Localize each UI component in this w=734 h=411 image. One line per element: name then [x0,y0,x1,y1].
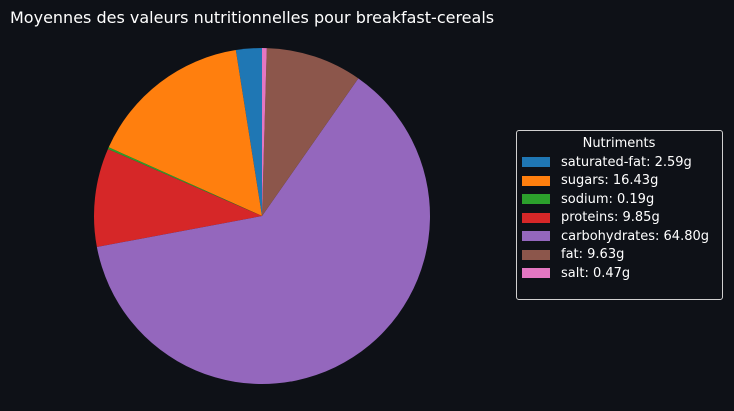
legend-label: sodium: 0.19g [561,191,655,207]
pie-slice-saturated-fat [235,48,262,216]
legend-label: carbohydrates: 64.80g [561,228,710,244]
chart-legend: Nutriments saturated-fat: 2.59g sugars: 1… [516,130,723,300]
legend-swatch [522,194,550,205]
legend-title: Nutriments [582,136,656,151]
legend-items: saturated-fat: 2.59g sugars: 16.43g sodium… [522,153,716,283]
pie-slice-salt [262,48,267,216]
legend-swatch [522,175,550,186]
legend-swatch [522,157,550,168]
legend-label: proteins: 9.85g [561,210,660,226]
legend-item-fat: fat: 9.63g [522,246,716,265]
pie-slice-sugars [108,50,262,216]
legend-item-saturated-fat: saturated-fat: 2.59g [522,153,716,172]
pie-slice-sodium [107,147,262,216]
legend-label: saturated-fat: 2.59g [561,154,692,170]
legend-label: sugars: 16.43g [561,173,659,189]
legend-label: fat: 9.63g [561,247,625,263]
legend-swatch [522,212,550,223]
legend-label: salt: 0.47g [561,265,631,281]
legend-item-proteins: proteins: 9.85g [522,209,716,228]
legend-swatch [522,268,550,279]
pie-slice-proteins [93,149,262,247]
legend-item-carbohydrates: carbohydrates: 64.80g [522,227,716,246]
legend-swatch [522,231,550,242]
pie-slice-fat [262,48,359,216]
pie-slice-carbohydrates [96,78,431,385]
legend-item-sugars: sugars: 16.43g [522,172,716,191]
legend-swatch [522,249,550,260]
legend-item-salt: salt: 0.47g [522,264,716,283]
chart-title: Moyennes des valeurs nutritionnelles pou… [10,8,495,27]
legend-item-sodium: sodium: 0.19g [522,190,716,209]
